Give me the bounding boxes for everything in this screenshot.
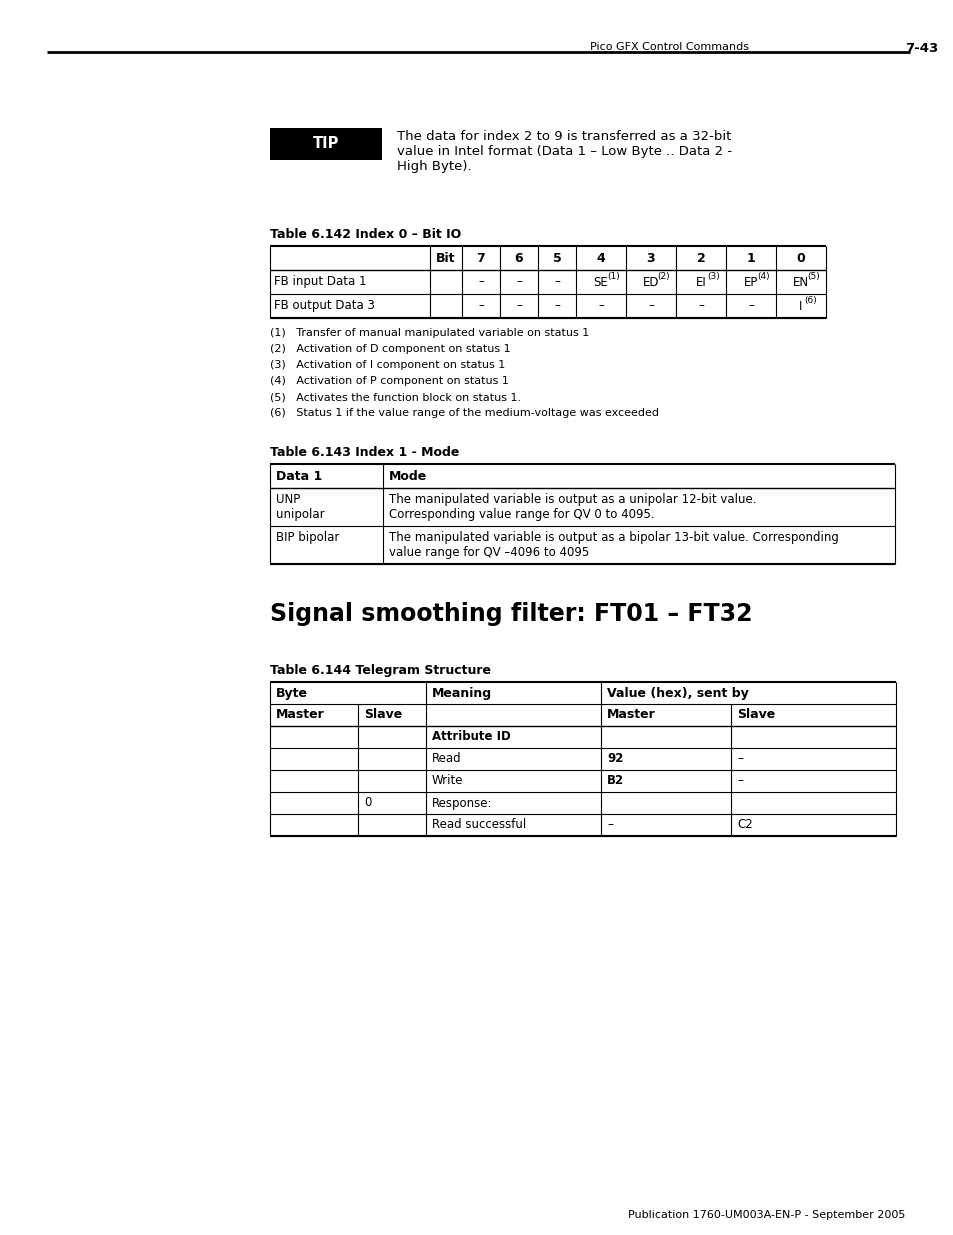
Text: TIP: TIP xyxy=(313,137,339,152)
Text: EI: EI xyxy=(695,275,705,289)
Text: EP: EP xyxy=(743,275,758,289)
Text: –: – xyxy=(747,300,753,312)
Text: Pico GFX Control Commands: Pico GFX Control Commands xyxy=(589,42,748,52)
Text: The data for index 2 to 9 is transferred as a 32-bit: The data for index 2 to 9 is transferred… xyxy=(396,130,731,143)
Text: –: – xyxy=(554,275,559,289)
Text: 3: 3 xyxy=(646,252,655,264)
Text: –: – xyxy=(737,774,742,788)
Text: Publication 1760-UM003A-EN-P - September 2005: Publication 1760-UM003A-EN-P - September… xyxy=(627,1210,904,1220)
Text: 1: 1 xyxy=(746,252,755,264)
Text: Slave: Slave xyxy=(364,709,402,721)
Text: (1)   Transfer of manual manipulated variable on status 1: (1) Transfer of manual manipulated varia… xyxy=(270,329,589,338)
Text: Master: Master xyxy=(606,709,655,721)
Text: –: – xyxy=(554,300,559,312)
Text: Signal smoothing filter: FT01 – FT32: Signal smoothing filter: FT01 – FT32 xyxy=(270,601,752,626)
Text: 0: 0 xyxy=(796,252,804,264)
Text: Read: Read xyxy=(432,752,461,766)
Text: (3): (3) xyxy=(706,273,719,282)
Text: –: – xyxy=(606,819,612,831)
Text: The manipulated variable is output as a unipolar 12-bit value.
Corresponding val: The manipulated variable is output as a … xyxy=(389,493,756,521)
Text: –: – xyxy=(598,300,603,312)
Text: (5): (5) xyxy=(806,273,819,282)
Text: (4): (4) xyxy=(757,273,769,282)
Text: 2: 2 xyxy=(696,252,704,264)
Text: Data 1: Data 1 xyxy=(275,469,322,483)
Text: Value (hex), sent by: Value (hex), sent by xyxy=(606,687,748,699)
Text: C2: C2 xyxy=(737,819,752,831)
Text: UNP
unipolar: UNP unipolar xyxy=(275,493,324,521)
Text: BIP bipolar: BIP bipolar xyxy=(275,531,339,543)
Text: (2): (2) xyxy=(657,273,669,282)
Text: B2: B2 xyxy=(606,774,623,788)
Text: Master: Master xyxy=(275,709,324,721)
Text: –: – xyxy=(647,300,653,312)
Text: EN: EN xyxy=(792,275,808,289)
Text: Table 6.144 Telegram Structure: Table 6.144 Telegram Structure xyxy=(270,664,491,677)
Text: 92: 92 xyxy=(606,752,622,766)
Text: –: – xyxy=(516,275,521,289)
Text: Table 6.143 Index 1 - Mode: Table 6.143 Index 1 - Mode xyxy=(270,446,459,459)
Text: Byte: Byte xyxy=(275,687,308,699)
Text: –: – xyxy=(516,300,521,312)
Text: (5)   Activates the function block on status 1.: (5) Activates the function block on stat… xyxy=(270,391,520,403)
Text: FB input Data 1: FB input Data 1 xyxy=(274,275,366,289)
Text: (6)   Status 1 if the value range of the medium-voltage was exceeded: (6) Status 1 if the value range of the m… xyxy=(270,408,659,417)
Text: (6): (6) xyxy=(803,296,816,305)
Text: (3)   Activation of I component on status 1: (3) Activation of I component on status … xyxy=(270,359,505,370)
Text: Mode: Mode xyxy=(389,469,427,483)
Text: (2)   Activation of D component on status 1: (2) Activation of D component on status … xyxy=(270,345,510,354)
Text: The manipulated variable is output as a bipolar 13-bit value. Corresponding
valu: The manipulated variable is output as a … xyxy=(389,531,838,559)
Text: Read successful: Read successful xyxy=(432,819,526,831)
Text: SE: SE xyxy=(593,275,608,289)
Text: 4: 4 xyxy=(596,252,605,264)
Text: (4)   Activation of P component on status 1: (4) Activation of P component on status … xyxy=(270,375,508,387)
Text: 7: 7 xyxy=(476,252,485,264)
Text: ED: ED xyxy=(642,275,659,289)
Text: –: – xyxy=(737,752,742,766)
Text: Write: Write xyxy=(432,774,463,788)
Text: Meaning: Meaning xyxy=(432,687,492,699)
Bar xyxy=(270,128,381,161)
Text: 5: 5 xyxy=(552,252,560,264)
Text: FB output Data 3: FB output Data 3 xyxy=(274,300,375,312)
Text: Response:: Response: xyxy=(432,797,492,809)
Text: I: I xyxy=(799,300,801,312)
Text: 7-43: 7-43 xyxy=(904,42,937,56)
Text: –: – xyxy=(477,300,483,312)
Text: Attribute ID: Attribute ID xyxy=(432,730,510,743)
Text: 0: 0 xyxy=(364,797,371,809)
Text: –: – xyxy=(698,300,703,312)
Text: –: – xyxy=(477,275,483,289)
Text: Slave: Slave xyxy=(737,709,775,721)
Text: High Byte).: High Byte). xyxy=(396,161,471,173)
Text: value in Intel format (Data 1 – Low Byte .. Data 2 -: value in Intel format (Data 1 – Low Byte… xyxy=(396,144,731,158)
Text: (1): (1) xyxy=(606,273,619,282)
Text: 6: 6 xyxy=(515,252,523,264)
Text: Table 6.142 Index 0 – Bit IO: Table 6.142 Index 0 – Bit IO xyxy=(270,228,460,241)
Text: Bit: Bit xyxy=(436,252,456,264)
